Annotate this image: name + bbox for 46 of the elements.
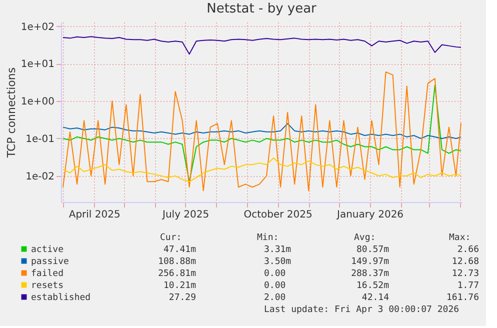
- line-series: [62, 123, 462, 139]
- x-tick-label: January 2026: [336, 210, 404, 220]
- text: 27.29: [168, 293, 196, 303]
- legend-label: passive: [31, 257, 69, 267]
- text: 3.31m: [264, 245, 292, 255]
- text: Max:: [449, 233, 471, 243]
- line-series: [62, 84, 462, 182]
- legend-label: established: [31, 293, 91, 303]
- y-axis-title: TCP connections: [4, 67, 18, 159]
- text: Cur:: [160, 233, 182, 243]
- text: 10.21m: [163, 281, 196, 291]
- text: 1.77: [457, 281, 479, 291]
- y-tick-label: 1e-02: [26, 171, 54, 182]
- text: 149.97m: [351, 257, 389, 267]
- text: Last update: Fri Apr 3 00:00:07 2026: [264, 305, 460, 315]
- text: 0.00: [264, 269, 286, 279]
- x-tick-label: July 2025: [161, 210, 210, 220]
- legend-label: active: [31, 245, 64, 255]
- text: 0.00: [264, 281, 286, 291]
- text: 12.73: [452, 269, 479, 279]
- text: 47.41m: [163, 245, 196, 255]
- text: 108.88m: [158, 257, 196, 267]
- text: 12.68: [452, 257, 479, 267]
- text: Min:: [257, 233, 279, 243]
- text: 3.50m: [264, 257, 292, 267]
- y-tick-label: 1e+02: [20, 22, 54, 33]
- x-tick-label: October 2025: [244, 210, 312, 220]
- text: 2.66: [457, 245, 479, 255]
- line-series: [62, 36, 462, 55]
- x-tick-label: April 2025: [68, 210, 120, 220]
- text: 288.37m: [351, 269, 389, 279]
- y-tick-label: 1e+00: [20, 96, 54, 108]
- line-series: [62, 71, 462, 192]
- y-tick-label: 1e-01: [26, 134, 54, 145]
- text: Avg:: [354, 233, 376, 243]
- text: 2.00: [264, 293, 286, 303]
- text: 256.81m: [158, 269, 196, 279]
- text: 161.76: [446, 293, 479, 303]
- y-tick-label: 1e+01: [20, 59, 54, 70]
- text: 16.52m: [356, 281, 389, 291]
- line-series: [62, 158, 462, 182]
- text: 80.57m: [356, 245, 389, 255]
- legend-label: failed: [31, 269, 64, 279]
- chart-title: Netstat - by year: [206, 1, 318, 16]
- text: 42.14: [362, 293, 389, 303]
- legend-label: resets: [31, 281, 64, 291]
